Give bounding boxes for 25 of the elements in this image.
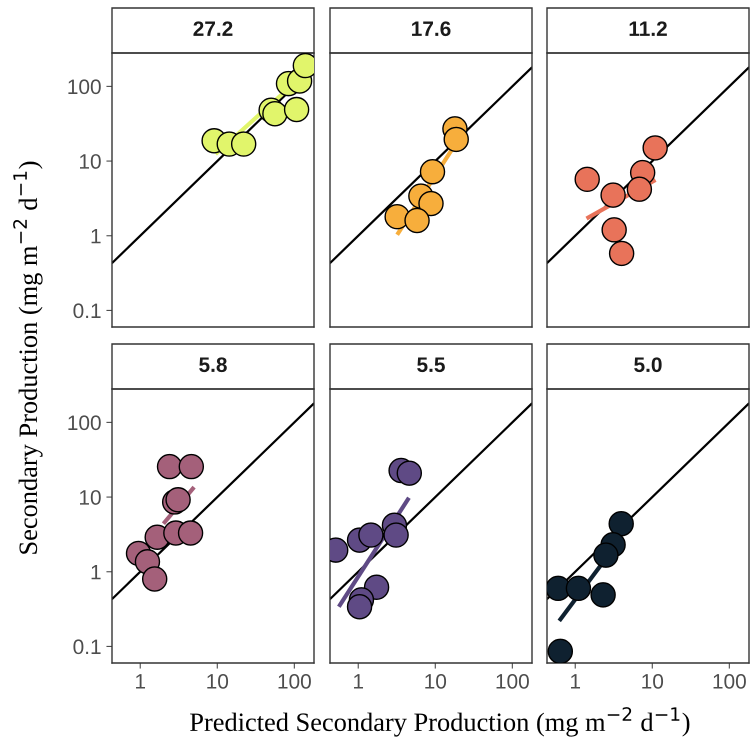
chart-title: 17.6 — [412, 21, 451, 36]
y-tick-label: 100 — [68, 79, 101, 94]
x-tick-label: 100 — [714, 674, 746, 689]
y-tick-label: 1 — [92, 564, 101, 580]
y-tick-label: 100 — [68, 415, 101, 430]
x-axis-title: Predicted Secondary Production (mg m$^{−2}$ d$^{−1}$) — [190, 707, 690, 737]
chart-title: 27.2 — [193, 21, 232, 36]
y-tick-label: 1 — [92, 228, 101, 244]
chart-title: 11.2 — [630, 21, 667, 36]
x-tick-label: 10 — [425, 674, 446, 689]
y-axis-title: Secondary Production (mg m$^{−2}$ d$^{−1}$) — [13, 162, 43, 554]
y-tick-label: 10 — [80, 154, 101, 169]
chart-title: 5.8 — [199, 357, 227, 372]
chart-title: 5.5 — [417, 358, 445, 372]
x-tick-label: 100 — [496, 674, 529, 689]
x-tick-label: 1 — [354, 674, 364, 689]
x-tick-label: 10 — [207, 674, 228, 689]
x-tick-label: 1 — [136, 674, 146, 689]
y-tick-label: 0.1 — [73, 303, 101, 318]
x-tick-label: 10 — [642, 674, 664, 689]
x-tick-label: 1 — [571, 674, 580, 689]
chart-title: 5.0 — [634, 357, 662, 372]
y-tick-label: 0.1 — [73, 639, 101, 654]
y-tick-label: 10 — [80, 490, 101, 505]
x-tick-label: 100 — [278, 674, 311, 689]
